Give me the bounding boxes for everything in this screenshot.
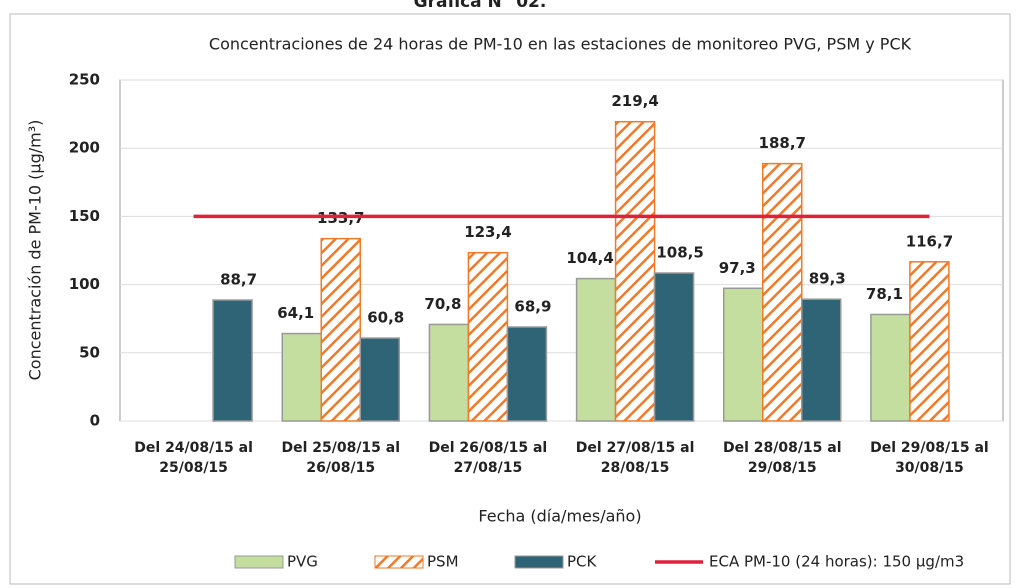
value-label: 78,1 bbox=[866, 285, 903, 303]
value-label: 108,5 bbox=[656, 244, 703, 262]
value-label: 188,7 bbox=[759, 134, 806, 152]
value-label: 68,9 bbox=[514, 298, 551, 316]
value-label: 104,4 bbox=[566, 249, 613, 267]
value-label: 97,3 bbox=[719, 259, 756, 277]
x-axis-title: Fecha (día/mes/año) bbox=[478, 507, 641, 526]
bar bbox=[909, 261, 950, 422]
legend-swatch bbox=[514, 555, 564, 569]
y-tick-label: 200 bbox=[69, 139, 100, 157]
bar bbox=[801, 298, 842, 422]
value-label: 64,1 bbox=[277, 304, 314, 322]
y-tick-label: 150 bbox=[69, 207, 100, 225]
bar bbox=[281, 332, 322, 422]
bar bbox=[723, 287, 764, 422]
bar bbox=[575, 277, 617, 422]
y-tick-label: 0 bbox=[90, 412, 100, 430]
bar bbox=[870, 313, 911, 422]
legend-label: PSM bbox=[427, 553, 459, 571]
legend-swatch bbox=[374, 555, 424, 569]
bar bbox=[320, 237, 361, 422]
x-tick-label: Del 29/08/15 al 30/08/15 bbox=[870, 440, 989, 476]
y-axis-title: Concentración de PM-10 (µg/m³) bbox=[26, 120, 45, 381]
value-label: 70,8 bbox=[424, 295, 461, 313]
caption: Gráfica N° 02. bbox=[414, 0, 547, 12]
x-tick-label: Del 28/08/15 al 29/08/15 bbox=[722, 440, 842, 476]
x-tick-label: Del 25/08/15 al 26/08/15 bbox=[281, 440, 401, 476]
bar bbox=[359, 337, 400, 422]
bar bbox=[212, 299, 253, 422]
chart-frame bbox=[9, 13, 1011, 585]
x-tick-label: Del 26/08/15 al 27/08/15 bbox=[428, 440, 548, 476]
y-tick-label: 100 bbox=[69, 275, 100, 293]
x-tick-label: Del 24/08/15 al 25/08/15 bbox=[134, 440, 253, 476]
value-label: 116,7 bbox=[906, 232, 953, 250]
legend-label: PVG bbox=[287, 553, 318, 571]
bar bbox=[614, 120, 656, 422]
value-label: 88,7 bbox=[220, 271, 257, 289]
legend-label: PCK bbox=[567, 553, 598, 571]
value-label: 123,4 bbox=[464, 223, 511, 241]
bar bbox=[467, 251, 509, 422]
bar bbox=[653, 272, 695, 422]
value-label: 219,4 bbox=[611, 92, 658, 110]
bar bbox=[428, 323, 470, 422]
value-label: 89,3 bbox=[809, 270, 846, 288]
value-label: 60,8 bbox=[367, 309, 404, 327]
y-tick-label: 50 bbox=[79, 343, 100, 361]
x-tick-label: Del 27/08/15 al 28/08/15 bbox=[575, 440, 695, 476]
bar bbox=[506, 326, 548, 422]
legend-label: ECA PM-10 (24 horas): 150 µg/m3 bbox=[709, 553, 964, 571]
legend-swatch bbox=[234, 555, 284, 569]
chart-title: Concentraciones de 24 horas de PM-10 en … bbox=[209, 35, 912, 54]
bar bbox=[762, 162, 803, 422]
y-tick-label: 250 bbox=[69, 71, 100, 89]
